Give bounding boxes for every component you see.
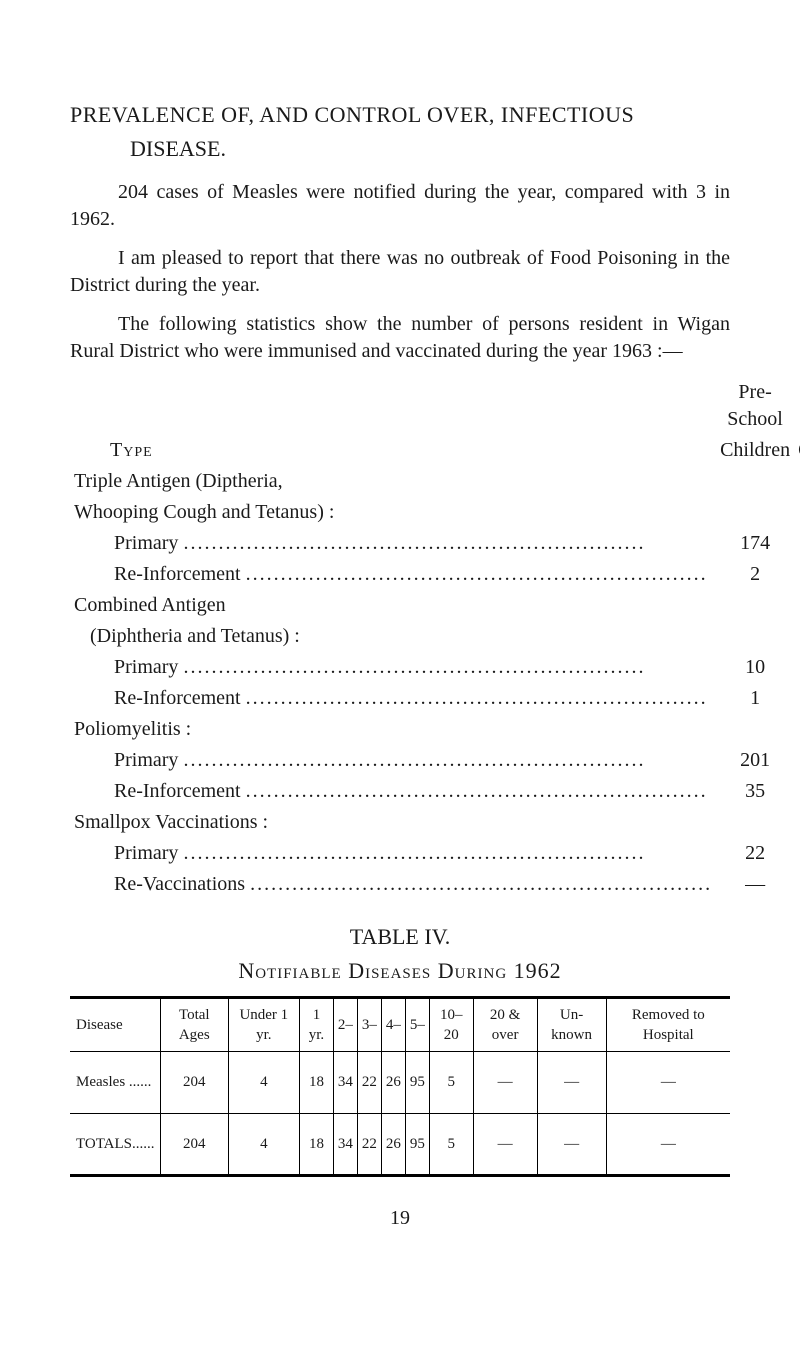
- cell: —: [794, 869, 800, 900]
- col-head: 2–: [333, 997, 357, 1052]
- cell: 18: [300, 1113, 334, 1175]
- section-heading: Triple Antigen (Diptheria,: [70, 466, 800, 497]
- cell: —: [473, 1113, 537, 1175]
- cell: —: [537, 1113, 606, 1175]
- section-heading: Whooping Cough and Tetanus) :: [70, 497, 800, 528]
- cell: 26: [381, 1113, 405, 1175]
- cell: —: [794, 528, 800, 559]
- cell: 6: [794, 683, 800, 714]
- col-head-type: Type: [110, 439, 153, 461]
- cell: 5: [429, 1113, 473, 1175]
- cell: —: [606, 1113, 730, 1175]
- row-label: Measles ......: [70, 1052, 161, 1113]
- cell: 22: [357, 1113, 381, 1175]
- col-head: 3–: [357, 997, 381, 1052]
- immunisation-table: Pre-School School Type Children Children…: [70, 377, 800, 900]
- cell: 34: [333, 1052, 357, 1113]
- cell: 4: [228, 1113, 300, 1175]
- col-head: Disease: [70, 997, 161, 1052]
- row-label: TOTALS......: [70, 1113, 161, 1175]
- table-row: Re-Inforcement 2 — —: [70, 559, 800, 590]
- table-row: Measles ...... 204 4 18 34 22 26 95 5 — …: [70, 1052, 730, 1113]
- section-heading: Combined Antigen: [70, 590, 800, 621]
- col-head-school-2: Children: [794, 435, 800, 466]
- row-label: Primary: [114, 530, 178, 557]
- row-label: Primary: [114, 840, 178, 867]
- col-head: 1 yr.: [300, 997, 334, 1052]
- cell: —: [794, 559, 800, 590]
- row-label: Primary: [114, 654, 178, 681]
- col-head: 20 & over: [473, 997, 537, 1052]
- row-label: Re-Inforcement: [114, 685, 241, 712]
- cell: 204: [161, 1113, 229, 1175]
- cell: —: [606, 1052, 730, 1113]
- paragraph-1: 204 cases of Measles were notified durin…: [70, 179, 730, 233]
- section-heading: (Diphtheria and Tetanus) :: [70, 621, 800, 652]
- cell: 5: [429, 1052, 473, 1113]
- cell: —: [473, 1052, 537, 1113]
- col-head: Under 1 yr.: [228, 997, 300, 1052]
- col-head-preschool-2: Children: [716, 435, 794, 466]
- col-head-preschool-1: Pre-School: [716, 377, 794, 435]
- table-row: Re-Vaccinations — — 11: [70, 869, 800, 900]
- cell: 20: [794, 745, 800, 776]
- table-row: Primary 10 8 —: [70, 652, 800, 683]
- table-row: Re-Inforcement 35 105 18: [70, 776, 800, 807]
- cell: 34: [333, 1113, 357, 1175]
- cell: —: [794, 838, 800, 869]
- row-label: Re-Inforcement: [114, 778, 241, 805]
- cell: 204: [161, 1052, 229, 1113]
- paragraph-3: The following statistics show the number…: [70, 311, 730, 365]
- paragraph-2: I am pleased to report that there was no…: [70, 245, 730, 299]
- page-number: 19: [70, 1205, 730, 1232]
- col-head: 10–20: [429, 997, 473, 1052]
- cell: 18: [300, 1052, 334, 1113]
- col-head: 5–: [405, 997, 429, 1052]
- table-row: TOTALS...... 204 4 18 34 22 26 95 5 — — …: [70, 1113, 730, 1175]
- col-head: 4–: [381, 997, 405, 1052]
- cell: 105: [794, 776, 800, 807]
- cell: —: [537, 1052, 606, 1113]
- table-row: Primary 201 20 27: [70, 745, 800, 776]
- table-row: Primary 22 — 5: [70, 838, 800, 869]
- section-heading: Poliomyelitis :: [70, 714, 800, 745]
- cell: 95: [405, 1052, 429, 1113]
- page-title-line1: PREVALENCE OF, AND CONTROL OVER, INFECTI…: [70, 100, 730, 130]
- cell: 4: [228, 1052, 300, 1113]
- col-head-school-1: School: [794, 377, 800, 435]
- section-heading: Smallpox Vaccinations :: [70, 807, 800, 838]
- table4-subtitle: Notifiable Diseases During 1962: [70, 956, 730, 986]
- row-label: Re-Vaccinations: [114, 871, 245, 898]
- cell: 22: [357, 1052, 381, 1113]
- table4-title: TABLE IV.: [70, 922, 730, 952]
- notifiable-diseases-table: Disease Total Ages Under 1 yr. 1 yr. 2– …: [70, 996, 730, 1177]
- col-head: Total Ages: [161, 997, 229, 1052]
- row-label: Primary: [114, 747, 178, 774]
- col-head: Un-known: [537, 997, 606, 1052]
- cell: 8: [794, 652, 800, 683]
- col-head: Removed to Hospital: [606, 997, 730, 1052]
- row-label: Re-Inforcement: [114, 561, 241, 588]
- table-row: Re-Inforcement 1 6 —: [70, 683, 800, 714]
- cell: 26: [381, 1052, 405, 1113]
- page-title-line2: DISEASE.: [130, 134, 730, 164]
- table-row: Primary 174 — —: [70, 528, 800, 559]
- cell: 95: [405, 1113, 429, 1175]
